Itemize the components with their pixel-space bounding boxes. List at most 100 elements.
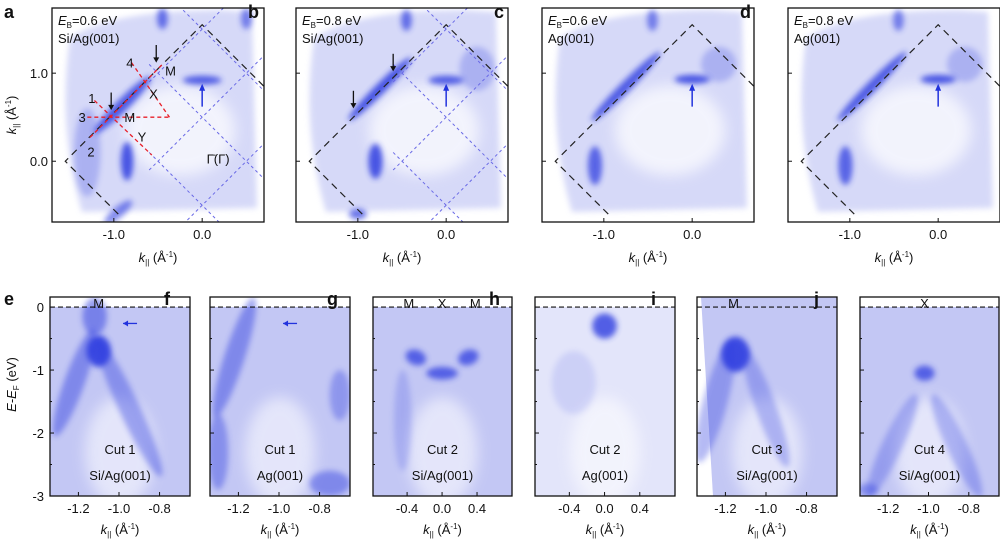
label-part: =0.6 eV — [72, 13, 118, 28]
x-tick-label: 0.0 — [929, 227, 947, 242]
symmetry-point-label: X — [920, 296, 929, 311]
x-tick-label: -1.0 — [755, 501, 777, 516]
sample-label: Si/Ag(001) — [412, 468, 473, 483]
sample-label: Ag(001) — [548, 31, 594, 46]
y-tick-label: 0.0 — [30, 154, 48, 169]
x-axis-label: k|| (Å-1) — [261, 522, 300, 539]
label-part: ) — [909, 250, 913, 265]
intensity-feature — [157, 8, 168, 30]
intensity-map — [308, 8, 508, 222]
x-tick-label: 0.0 — [683, 227, 701, 242]
x-tick-label: -0.8 — [958, 501, 980, 516]
x-axis-label: k|| (Å-1) — [748, 522, 787, 539]
black-arrowhead — [390, 66, 397, 72]
x-tick-label: -1.2 — [877, 501, 899, 516]
panel-letter: e — [4, 289, 14, 309]
sample-label: Si/Ag(001) — [58, 31, 119, 46]
intensity-feature — [104, 200, 133, 222]
cut-line — [89, 63, 163, 138]
intensity-feature — [241, 8, 252, 30]
label-part: || — [917, 530, 921, 539]
panel-letter: b — [248, 2, 259, 22]
blue-arrowhead — [935, 83, 942, 91]
panel-frame — [541, 7, 755, 223]
panel-frame — [787, 7, 1000, 223]
cut-number-label: 4 — [126, 56, 133, 71]
x-tick-label: 0.0 — [433, 501, 451, 516]
label-part: ) — [782, 522, 786, 537]
symmetry-point-label: X — [149, 86, 158, 101]
label-part: || — [635, 258, 639, 267]
label-part: -1 — [902, 250, 910, 259]
panel-letter: j — [813, 289, 819, 309]
label-part: k — [586, 522, 594, 537]
label-part: (eV) — [4, 357, 19, 385]
y-tick-label: -2 — [32, 426, 44, 441]
label-part: (Å — [111, 522, 128, 537]
label-part: -1 — [166, 250, 174, 259]
intensity-map — [554, 9, 754, 215]
panel-g: M X M Cut 2 Si/Ag(001) -0.4 0.0 0.4 g — [327, 289, 513, 516]
panel-frame — [696, 296, 838, 497]
binding-energy-label: EB=0.8 eV — [794, 13, 854, 30]
label-part: ) — [4, 96, 19, 100]
panel-i: M Cut 3 Si/Ag(001) -1.2 -1.0 -0.8 i — [651, 289, 838, 516]
intensity-feature — [428, 75, 464, 85]
x-tick-label: -0.4 — [558, 501, 580, 516]
label-part: B — [67, 21, 72, 30]
x-axis-label: k|| (Å-1) — [586, 522, 625, 539]
x-tick-label: 0.0 — [596, 501, 614, 516]
x-tick-label: -1.0 — [108, 501, 130, 516]
label-part: E-E — [4, 390, 19, 412]
label-part: || — [754, 530, 758, 539]
blue-arrowhead — [689, 83, 696, 91]
intensity-feature — [212, 297, 257, 418]
intensity-feature — [329, 370, 350, 421]
intensity-feature — [697, 340, 736, 463]
intensity-map — [800, 9, 1000, 215]
label-part: (Å — [393, 250, 410, 265]
intensity-feature — [349, 208, 367, 220]
label-part: ) — [173, 250, 177, 265]
x-axis-label: k|| (Å-1) — [629, 250, 668, 267]
label-part: ) — [458, 522, 462, 537]
y-tick-label: 1.0 — [30, 66, 48, 81]
label-part: -1 — [613, 522, 621, 531]
x-tick-label: -0.8 — [148, 501, 170, 516]
bz-grid-line — [148, 54, 264, 171]
panel-frame — [859, 296, 1000, 497]
x-tick-label: -1.2 — [67, 501, 89, 516]
x-tick-label: -0.8 — [795, 501, 817, 516]
blue-arrowhead — [283, 320, 289, 327]
intensity-map — [64, 8, 264, 222]
bz-grid-line — [184, 142, 264, 222]
bz-grid-line — [180, 8, 264, 92]
intensity-feature — [947, 46, 983, 82]
intensity-feature — [405, 349, 427, 366]
label-part: E — [794, 13, 803, 28]
label-part: k — [629, 250, 637, 265]
cut-label: Cut 2 — [427, 442, 458, 457]
bz-boundary-line — [64, 23, 264, 215]
label-part: -1 — [450, 522, 458, 531]
panel-letter: g — [327, 289, 338, 309]
panel-e: M Cut 1 Si/Ag(001) 0 -1 -2 -3 E-EF (eV) -1.2 -1.0… — [4, 289, 191, 516]
label-part: (Å — [639, 250, 656, 265]
symmetry-point-label: M — [728, 296, 739, 311]
symmetry-point-label: X — [438, 296, 447, 311]
x-axis-label: k|| (Å-1) — [383, 250, 422, 267]
intensity-feature — [592, 313, 617, 339]
panel-letter: d — [740, 2, 751, 22]
black-arrowhead — [153, 57, 160, 63]
label-part: k — [4, 126, 19, 134]
sample-label: Ag(001) — [794, 31, 840, 46]
intensity-feature — [74, 108, 101, 197]
x-axis-label: k|| (Å-1) — [139, 250, 178, 267]
label-part: =0.6 eV — [562, 13, 608, 28]
intensity-feature — [647, 9, 658, 31]
label-part: ) — [620, 522, 624, 537]
intensity-feature — [551, 351, 596, 415]
label-part: (Å — [271, 522, 288, 537]
label-part: -1 — [656, 250, 664, 259]
